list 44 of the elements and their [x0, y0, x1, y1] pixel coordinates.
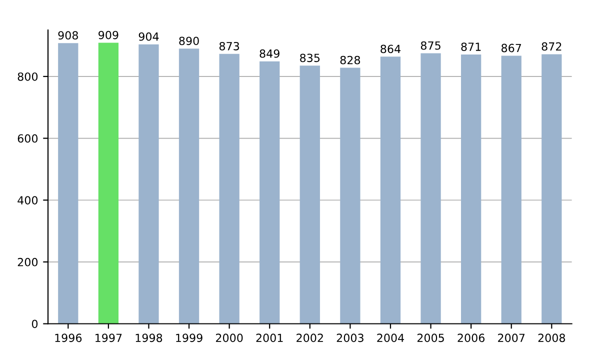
bar	[420, 53, 441, 324]
bar	[460, 54, 482, 324]
bar	[340, 68, 360, 324]
x-tick-label: 2008	[538, 334, 566, 342]
bar	[98, 42, 119, 324]
bar	[501, 56, 522, 324]
bar	[58, 43, 78, 324]
bar	[138, 44, 159, 324]
data-label: 835	[300, 54, 320, 62]
bar	[219, 54, 240, 324]
y-tick-label: 200	[18, 258, 38, 266]
y-tick-label: 0	[32, 320, 38, 328]
bar	[178, 48, 200, 324]
data-label: 909	[98, 30, 118, 40]
x-tick-label: 2005	[417, 334, 444, 342]
x-tick-label: 1998	[136, 334, 162, 342]
data-label: 867	[502, 44, 522, 52]
x-tick-label: 1997	[96, 334, 122, 342]
x-tick-label: 2004	[377, 334, 404, 342]
x-tick-label: 2006	[458, 334, 485, 342]
data-label: 875	[420, 41, 440, 50]
x-tick-label: 2003	[336, 334, 364, 342]
bar	[380, 56, 401, 324]
y-tick-label: 600	[18, 134, 38, 143]
x-tick-label: 2007	[498, 334, 525, 342]
y-tick-label: 400	[18, 196, 38, 204]
data-label: 872	[542, 42, 562, 51]
data-label: 871	[461, 42, 481, 51]
x-tick-label: 2001	[256, 334, 283, 342]
bar	[542, 54, 562, 324]
data-label: 890	[179, 36, 199, 46]
data-label: 828	[340, 56, 360, 64]
x-tick-label: 1999	[176, 334, 202, 342]
x-tick-label: 2002	[296, 334, 323, 342]
data-label: 864	[380, 44, 400, 54]
data-label: 904	[138, 32, 159, 41]
data-label: 908	[58, 31, 78, 40]
bar	[300, 66, 320, 324]
y-tick-label: 800	[18, 72, 38, 81]
data-label: 873	[219, 42, 240, 50]
x-tick-label: 1996	[55, 334, 82, 342]
data-label: 849	[260, 49, 280, 58]
x-tick-label: 2000	[216, 334, 243, 342]
bar	[260, 61, 280, 324]
